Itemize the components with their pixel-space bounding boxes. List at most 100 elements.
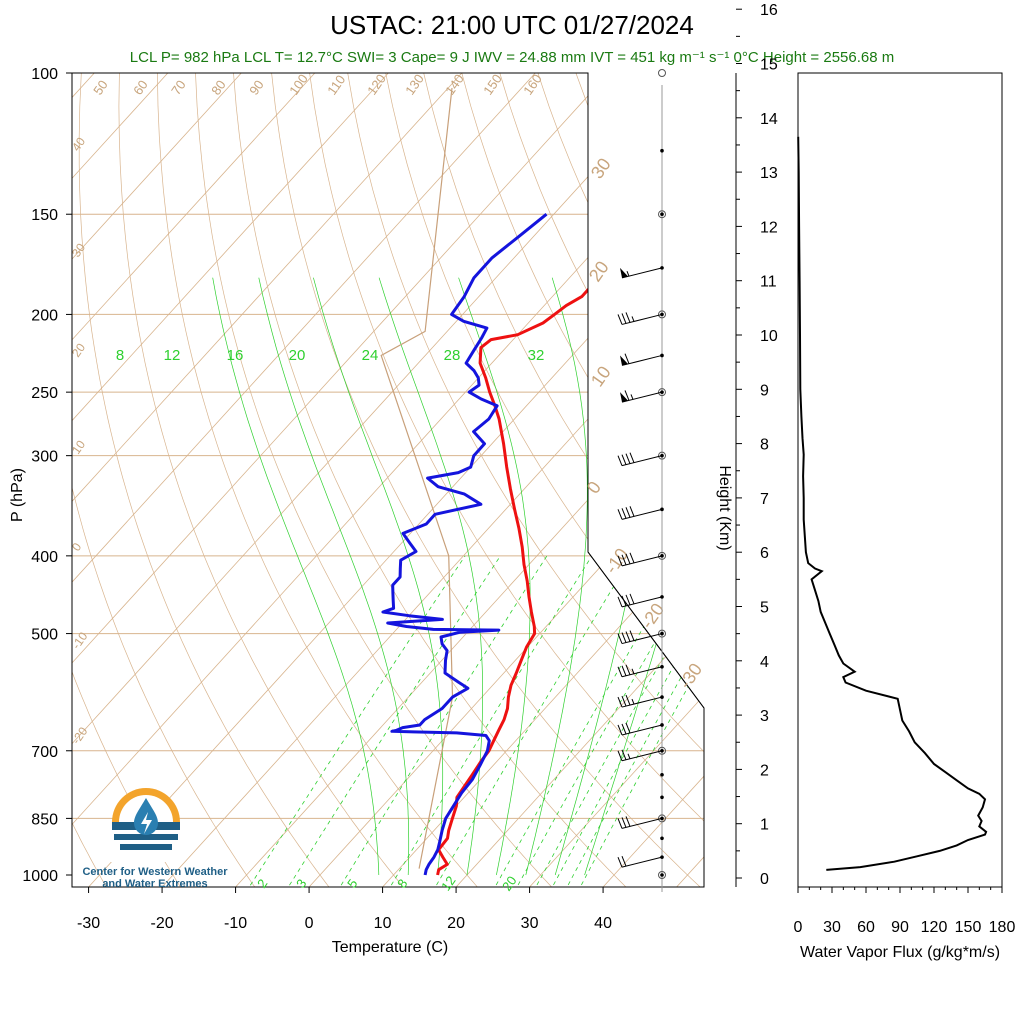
height-tick-label: 8 — [760, 437, 769, 454]
wind-barb-feather — [625, 312, 631, 323]
wind-barb — [617, 694, 663, 708]
dry-adiabat-line — [385, 73, 704, 887]
wind-barb-feather — [625, 722, 631, 734]
isotherm-line — [72, 73, 704, 887]
isotherm-line — [455, 73, 704, 887]
wind-barb — [617, 855, 663, 868]
logo-wave-3 — [120, 844, 172, 850]
dry-adiabat-line — [347, 73, 704, 887]
isotherm-line — [824, 73, 1024, 887]
height-axis-title: Height (Km) — [716, 465, 733, 550]
wind-barb-feather — [621, 454, 627, 465]
wind-barb-feather — [624, 390, 630, 401]
moist-adiabat-line — [258, 277, 410, 876]
isotherm-line — [72, 73, 463, 887]
logo-caption-line2: and Water Extremes — [102, 878, 208, 890]
isotherm-line — [88, 73, 704, 887]
isotherm-line — [72, 73, 536, 887]
height-tick-label: 16 — [760, 2, 778, 19]
wind-barb-feather — [617, 818, 623, 829]
wind-barb-feather — [617, 856, 623, 868]
chart-title: USTAC: 21:00 UTC 01/27/2024 — [330, 10, 694, 40]
moist-adiabat-line — [458, 277, 531, 876]
right-isotherm-label: 30 — [587, 154, 615, 182]
dry-adiabat-line — [72, 73, 184, 887]
wind-barb-feather — [625, 507, 631, 518]
wind-barb-feather — [629, 506, 635, 517]
x-tick-label: 10 — [374, 915, 392, 932]
moist-adiabat-label: 24 — [362, 347, 379, 364]
wind-level-circle — [658, 451, 666, 460]
mixing-ratio-label: 3 — [293, 876, 309, 891]
dry-adiabat-line — [423, 73, 704, 887]
dry-adiabat-line — [195, 73, 557, 887]
moist-adiabat-label: 20 — [289, 347, 306, 364]
moist-adiabat-label: 12 — [164, 347, 181, 364]
wind-barb-feather — [625, 631, 631, 642]
wind-barb-half-feather — [626, 270, 630, 277]
wind-barb-feather — [617, 696, 623, 708]
chart-subtitle: LCL P= 982 hPa LCL T= 12.7°C SWI= 3 Cape… — [129, 49, 895, 66]
y-tick-label: 250 — [31, 385, 58, 402]
mixing-ratio-line — [577, 555, 704, 887]
wind-barb-feather — [625, 664, 631, 675]
height-tick-label: 10 — [760, 328, 778, 345]
logo-caption: Center for Western Weather and Water Ext… — [70, 866, 240, 890]
dry-adiabat-line — [157, 73, 483, 887]
mixing-ratio-label: 8 — [394, 876, 410, 891]
height-tick-label: 4 — [760, 654, 769, 671]
dry-adiabat-line — [766, 73, 1024, 892]
wind-barb-half-feather — [631, 698, 635, 705]
wind-barb-pennant — [620, 267, 628, 278]
left-isotherm-label: 0 — [69, 540, 84, 554]
wind-barb-half-feather — [631, 316, 635, 322]
wind-barb-half-feather — [631, 668, 635, 674]
skew-frame — [71, 72, 705, 888]
isotherm-label: 150 — [480, 71, 505, 97]
wind-level-circle — [658, 310, 666, 319]
wind-barb-feather — [624, 353, 630, 364]
wind-barb-feather — [621, 508, 627, 519]
isotherm-label: 80 — [208, 77, 229, 97]
mixing-ratio-line — [284, 555, 501, 887]
x-tick-label: 20 — [447, 915, 465, 932]
wind-barb — [617, 506, 663, 520]
isotherm-line — [750, 73, 1024, 887]
wind-barb — [617, 816, 663, 829]
wind-barb-feather — [617, 555, 623, 567]
wind-barb — [617, 552, 663, 567]
skew-frame-diagonal — [587, 551, 705, 709]
wind-barb-staff — [621, 666, 663, 678]
wind-barb-feather — [621, 554, 627, 566]
wind-barb-staff — [621, 856, 663, 868]
dry-adiabat-line — [309, 73, 704, 887]
wind-level-dot — [660, 772, 664, 777]
flux-frame — [797, 72, 1003, 888]
wind-barb-feather — [625, 694, 631, 706]
flux-x-axis-title: Water Vapor Flux (g/kg*m/s) — [800, 944, 1000, 961]
flux-x-tick-label: 60 — [857, 919, 875, 936]
height-tick-label: 1 — [760, 817, 769, 834]
dry-adiabat-line — [842, 73, 1024, 892]
height-tick-label: 0 — [760, 871, 769, 888]
wind-barb-staff — [621, 696, 663, 708]
x-tick-label: -10 — [224, 915, 247, 932]
wind-barb-feather — [621, 723, 627, 735]
right-isotherm-label: -20 — [637, 600, 668, 633]
wind-barb-staff — [621, 817, 663, 829]
wind-barb — [617, 664, 663, 678]
wind-barb-staff — [621, 555, 663, 567]
isotherm-label: 100 — [286, 71, 311, 97]
y-tick-label: 100 — [31, 66, 58, 83]
moist-adiabat-line — [313, 277, 444, 876]
y-tick-label: 400 — [31, 549, 58, 566]
right-isotherm-label: 10 — [587, 362, 615, 390]
wind-barb-staff — [621, 633, 663, 645]
mixing-ratio-line — [336, 555, 548, 887]
isotherm-line — [235, 73, 704, 887]
isotherm-label: 160 — [520, 71, 545, 97]
isotherm-line — [161, 73, 704, 887]
height-tick-label: 3 — [760, 708, 769, 725]
right-isotherm-label: 20 — [585, 257, 613, 285]
dry-adiabat-line — [804, 73, 1024, 892]
